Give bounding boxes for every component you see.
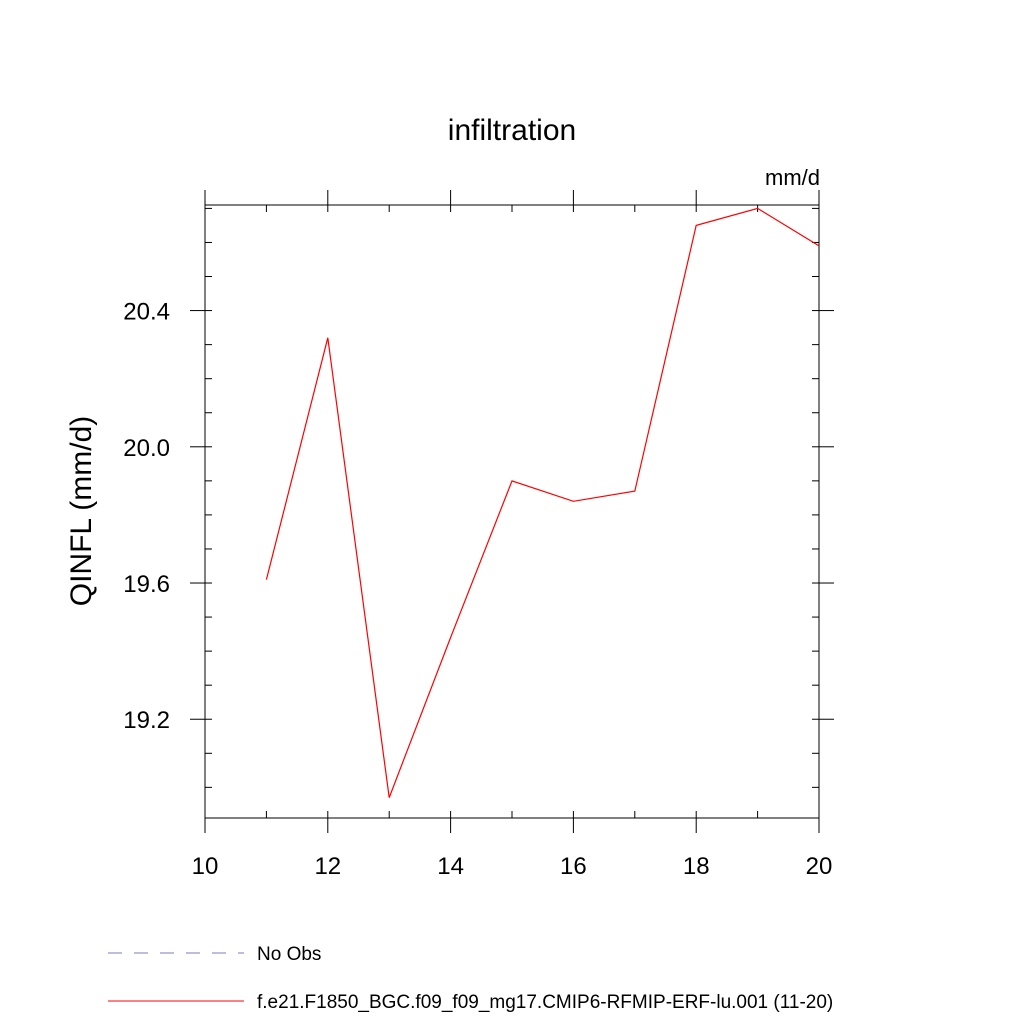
chart-title: infiltration [448, 114, 576, 147]
legend-label: f.e21.F1850_BGC.f09_f09_mg17.CMIP6-RFMIP… [257, 992, 833, 1013]
legend: No Obs f.e21.F1850_BGC.f09_f09_mg17.CMIP6… [108, 944, 833, 1013]
axis-ticks [190, 190, 834, 833]
legend-label: No Obs [257, 944, 321, 965]
x-tick-label: 18 [683, 853, 710, 880]
y-tick-label: 20.4 [123, 299, 170, 326]
y-axis-label: QINFL (mm/d) [65, 416, 98, 607]
y-tick-label: 20.0 [123, 435, 170, 462]
x-tick-label: 12 [314, 853, 341, 880]
x-tick-label: 10 [192, 853, 219, 880]
tick-labels: 10 12 14 16 18 20 19.2 19.6 20.0 20.4 [123, 299, 832, 880]
plot-frame [204, 204, 820, 819]
units-label: mm/d [765, 165, 820, 190]
series-layer [265, 207, 820, 798]
series-line-2 [265, 207, 820, 798]
y-tick-label: 19.2 [123, 707, 170, 734]
x-tick-label: 16 [560, 853, 587, 880]
x-tick-label: 20 [806, 853, 833, 880]
y-tick-label: 19.6 [123, 571, 170, 598]
x-tick-label: 14 [437, 853, 464, 880]
